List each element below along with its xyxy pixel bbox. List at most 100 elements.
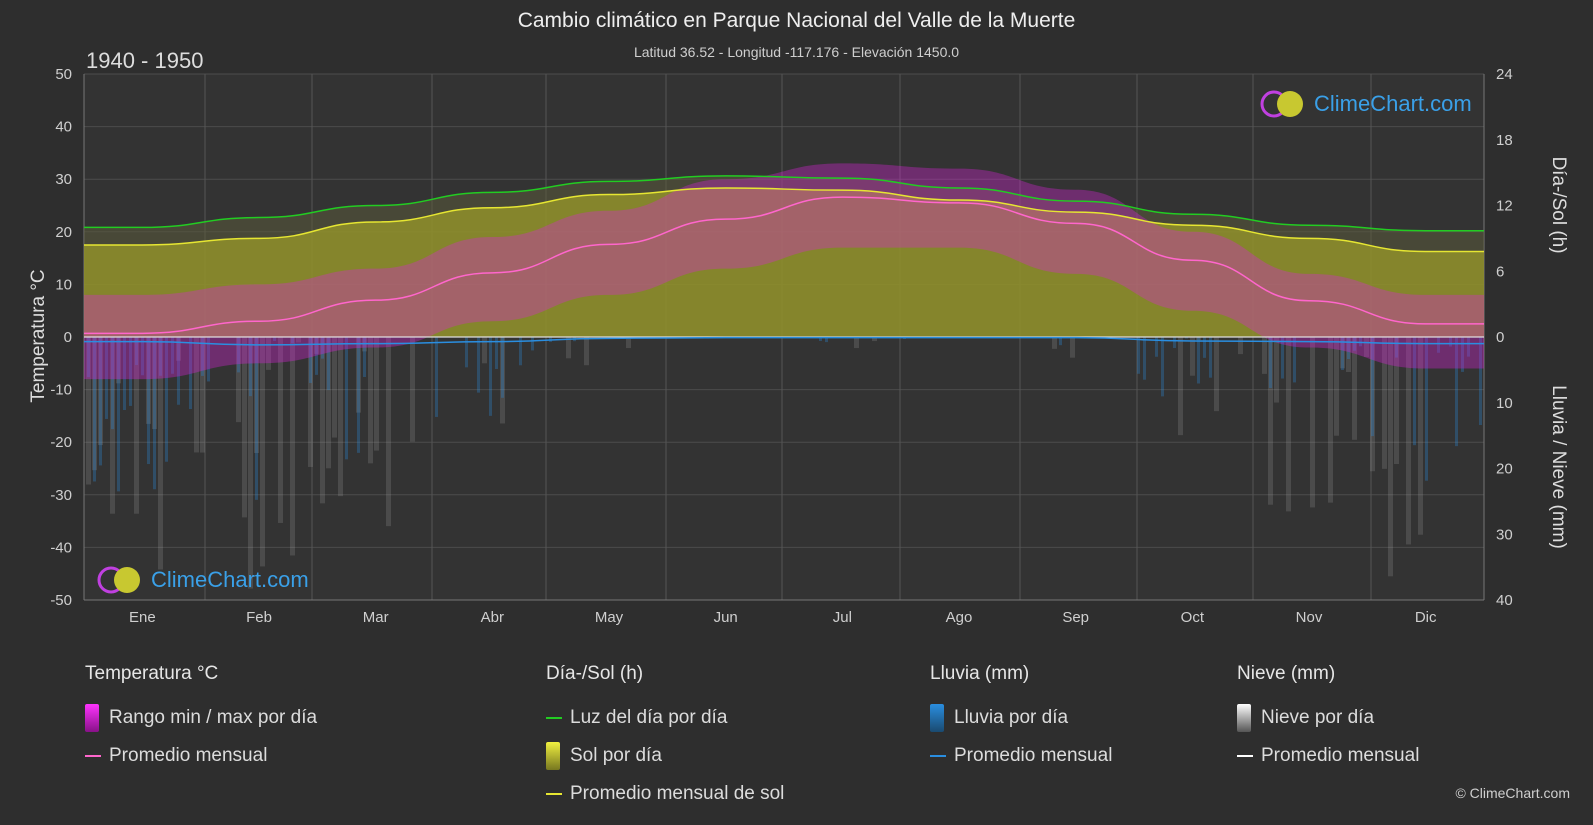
period-label: 1940 - 1950 [86, 48, 204, 73]
snow-bar [110, 337, 115, 514]
left-tick-label: 0 [64, 329, 72, 346]
rain-bar [123, 337, 126, 411]
snow-bar [1334, 337, 1339, 436]
snow-bar [368, 337, 373, 464]
rain-bar [153, 337, 156, 490]
rain-bar [1185, 337, 1188, 339]
rain-bar [141, 337, 144, 376]
month-label: Mar [363, 609, 389, 626]
rain-bar [1341, 337, 1344, 370]
snow-bar [1388, 337, 1393, 577]
rain-bar [321, 337, 324, 359]
snow-bar [326, 337, 331, 469]
rain-bar [159, 337, 162, 376]
legend-label: Lluvia por día [954, 707, 1069, 728]
left-tick-label: -50 [50, 592, 72, 609]
rain-bar [345, 337, 348, 460]
rain-bar [1437, 337, 1440, 353]
range-swatch [85, 704, 99, 732]
rain-bar [1137, 337, 1140, 374]
rain-bar [87, 337, 90, 378]
legend-label: Promedio mensual [109, 745, 268, 766]
left-tick-label: 40 [55, 119, 72, 136]
rain-bar [477, 337, 480, 393]
month-label: Ago [946, 609, 973, 626]
snow-bar [1214, 337, 1219, 412]
rain-bar [255, 337, 258, 500]
rain-swatch [930, 704, 944, 732]
rain-bar [93, 337, 96, 482]
legend-sun: Día-/Sol (h) Luz del día por día Sol por… [546, 663, 784, 813]
snow-bar [248, 337, 253, 589]
snow-bar [1406, 337, 1411, 545]
left-tick-label: -30 [50, 487, 72, 504]
snow-bar [338, 337, 343, 497]
logo-top: ClimeChart.com [1258, 88, 1472, 120]
logo-icon [1260, 90, 1303, 118]
snow-bar [854, 337, 859, 349]
rain-bar [1269, 337, 1272, 389]
line-swatch [546, 793, 562, 795]
temp-avg-line [84, 196, 1484, 335]
rain-bar [1395, 337, 1398, 358]
snow-bar [1340, 337, 1345, 369]
month-label: Jul [833, 609, 852, 626]
rain-bar [501, 337, 504, 398]
legend-item: Promedio mensual [85, 737, 317, 775]
line-swatch [85, 755, 101, 757]
snow-bar [332, 337, 337, 438]
rain-bar [1461, 337, 1464, 372]
rain-bar [1209, 337, 1212, 378]
snow-bar [1238, 337, 1243, 355]
left-tick-label: -10 [50, 382, 72, 399]
snow-bar [152, 337, 157, 430]
snow-bar [410, 337, 415, 442]
legend-header: Lluvia (mm) [930, 663, 1030, 684]
rain-bar [177, 337, 180, 405]
month-label: Dic [1415, 609, 1437, 626]
rain-bar [1479, 337, 1482, 426]
right-top-tick-label: 6 [1496, 263, 1504, 280]
legend-label: Promedio mensual de sol [570, 783, 785, 804]
legend-header: Día-/Sol (h) [546, 663, 644, 684]
rain-bar [135, 337, 138, 366]
rain-bar [531, 337, 534, 351]
snow-bar [236, 337, 241, 423]
logo-text: ClimeChart.com [1314, 91, 1472, 116]
rain-bar [249, 337, 252, 397]
rain-bar [189, 337, 192, 410]
rain-bar [207, 337, 210, 382]
line-swatch [930, 755, 946, 757]
snow-bar [296, 337, 301, 343]
rain-bar [1143, 337, 1146, 380]
temp-range-band [84, 163, 1484, 380]
left-axis-label: Temperatura °C [28, 269, 49, 402]
snow-bar [1418, 337, 1423, 535]
sun-fill [84, 187, 1484, 337]
left-tick-label: 10 [55, 276, 72, 293]
left-tick-label: -20 [50, 434, 72, 451]
legend-item: Promedio mensual de sol [546, 775, 784, 813]
line-swatch [546, 717, 562, 719]
snow-bar [1196, 337, 1201, 341]
legend-label: Rango min / max por día [109, 707, 318, 728]
snow-bar [386, 337, 391, 527]
right-top-tick-label: 18 [1496, 132, 1513, 149]
left-tick-label: 20 [55, 224, 72, 241]
snow-bar [374, 337, 379, 451]
rain-bar [1467, 337, 1470, 357]
logo-text: ClimeChart.com [151, 567, 309, 592]
snow-bar [1328, 337, 1333, 503]
sun-swatch [546, 742, 560, 770]
copyright: © ClimeChart.com [1455, 785, 1570, 801]
legend-item: Lluvia por día [930, 699, 1112, 737]
rain-bar [819, 337, 822, 342]
month-label: May [595, 609, 624, 626]
legend-item: Luz del día por día [546, 699, 784, 737]
legend-item: Sol por día [546, 737, 784, 775]
rain-bar [147, 337, 150, 465]
rain-bar [1449, 337, 1452, 347]
rain-bar [435, 337, 438, 417]
rain-bar [1425, 337, 1428, 481]
legend-label: Promedio mensual [1261, 745, 1420, 766]
